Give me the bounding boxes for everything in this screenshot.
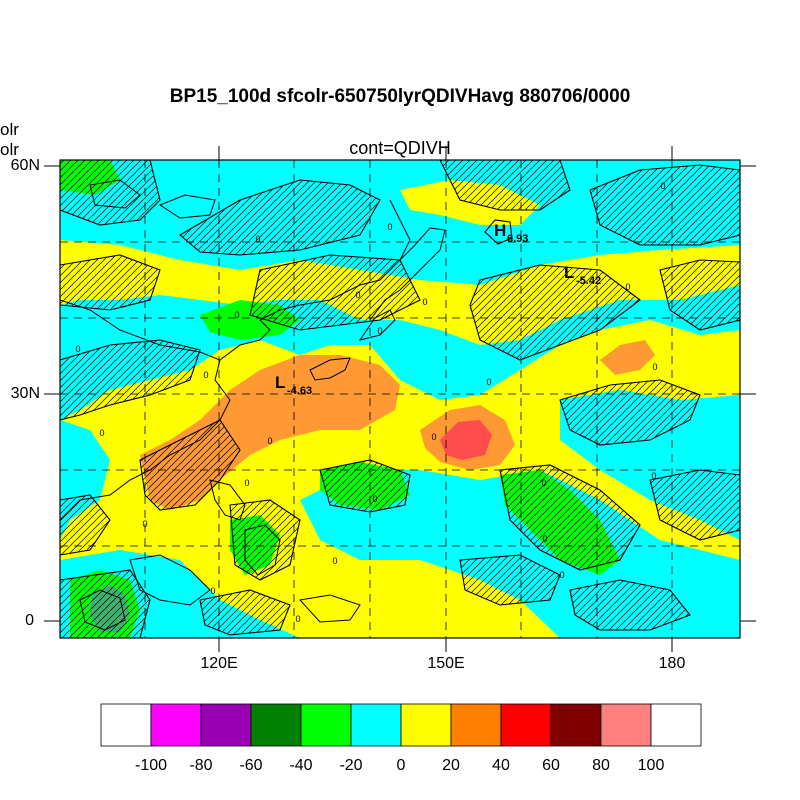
contour-label: 0 (542, 534, 547, 544)
colorbar-label: 60 (542, 757, 560, 774)
contour-label: 0 (372, 494, 377, 504)
colorbar (100, 703, 702, 747)
contour-label: 0 (387, 222, 392, 232)
colorbar-box (350, 703, 402, 747)
lat-label-0: 0 (25, 612, 34, 629)
left-label-2: olr (0, 140, 19, 159)
contour-label: 0 (234, 310, 239, 320)
graticule (60, 160, 740, 638)
low-marker-letter: L (564, 263, 574, 282)
high-marker-letter: H (494, 221, 506, 240)
lon-label-180: 180 (658, 655, 686, 672)
hatched-areas (60, 160, 740, 638)
colorbar-box (650, 703, 702, 747)
left-label-1: olr (0, 120, 19, 139)
colorbar-label: -20 (339, 757, 363, 774)
contour-label: 0 (377, 326, 382, 336)
contour-label: 0 (651, 471, 656, 481)
lon-label-150e: 150E (427, 655, 465, 672)
contour-label: 0 (142, 519, 147, 529)
contour-label: 0 (267, 436, 272, 446)
contour-label: 0 (625, 282, 630, 292)
contour-label: 0 (355, 290, 360, 300)
colorbar-label: -40 (289, 757, 313, 774)
contour-label: 0 (431, 432, 436, 442)
contour-label: 0 (486, 377, 491, 387)
extreme-markers: L -4.63 H 6.93 L -5.42 (275, 221, 601, 397)
contour-label: 0 (244, 478, 249, 488)
lat-label-60n: 60N (10, 157, 40, 174)
colorbar-box (500, 703, 552, 747)
lat-label-30n: 30N (10, 385, 40, 402)
colorbar-label: 100 (637, 757, 665, 774)
colorbar-box (150, 703, 202, 747)
contour-label: 0 (559, 570, 564, 580)
contour-label: 0 (75, 344, 80, 354)
low-marker-value: -5.42 (576, 275, 601, 287)
colorbar-box (600, 703, 652, 747)
colorbar-label: -80 (189, 757, 213, 774)
colorbar-label: 20 (442, 757, 460, 774)
contour-label: 0 (255, 234, 260, 244)
low-marker-letter: L (275, 373, 285, 392)
orange-region-3 (600, 340, 655, 375)
colorbar-box (250, 703, 302, 747)
colorbar-label: 40 (492, 757, 510, 774)
contour-label: 0 (210, 586, 215, 596)
lon-label-120e: 120E (200, 655, 238, 672)
contour-label: 0 (203, 370, 208, 380)
plot-subtitle: cont=QDIVH (349, 138, 451, 158)
colorbar-label: 80 (592, 757, 610, 774)
contour-label: 0 (660, 181, 665, 191)
contour-labels: 0 0 0 0 0 0 0 0 0 0 0 0 0 0 0 0 0 0 0 0 … (75, 181, 665, 624)
contour-label: 0 (332, 556, 337, 566)
colorbar-box (400, 703, 452, 747)
axis-ticks (44, 146, 756, 652)
red-region (440, 420, 492, 460)
colorbar-label: 0 (396, 757, 406, 774)
contour-label: 0 (99, 428, 104, 438)
colorbar-box (200, 703, 252, 747)
contour-label: 0 (422, 297, 427, 307)
contour-label: 0 (295, 614, 300, 624)
colorbar-box (100, 703, 152, 747)
colorbar-label: -60 (239, 757, 263, 774)
colorbar-box (450, 703, 502, 747)
map-frame (59, 159, 741, 639)
colorbar-box (550, 703, 602, 747)
contour-label: 0 (541, 478, 546, 488)
plot-title: BP15_100d sfcolr-650750lyrQDIVHavg 88070… (169, 86, 631, 107)
colorbar-box (300, 703, 352, 747)
contour-label: 0 (652, 362, 657, 372)
high-marker-value: 6.93 (507, 233, 528, 245)
colorbar-label: -100 (134, 757, 168, 774)
shaded-field (60, 160, 740, 638)
low-marker-value: -4.63 (287, 385, 312, 397)
coastlines (60, 179, 446, 631)
